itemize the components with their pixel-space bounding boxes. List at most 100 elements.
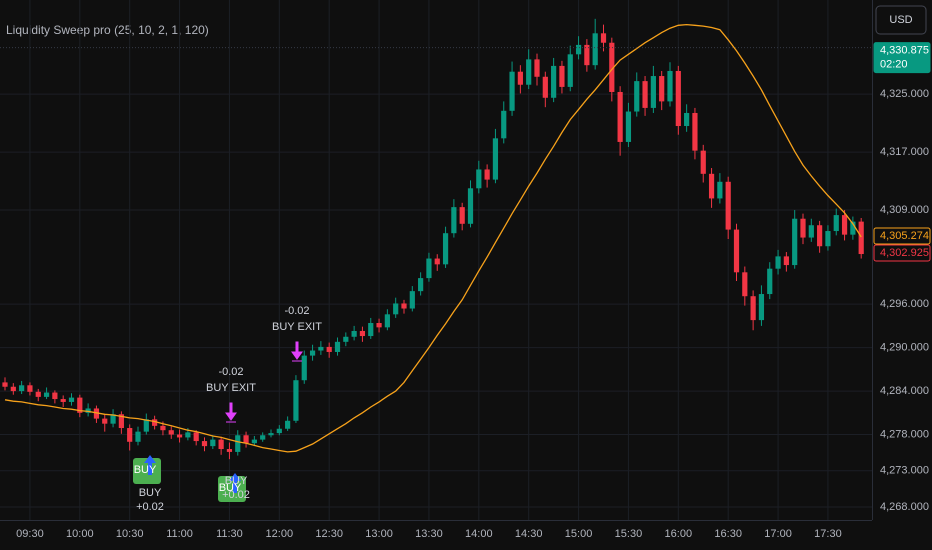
exit-qty: -0.02 (284, 305, 309, 317)
candle-body (800, 218, 806, 238)
x-tick-label: 13:30 (415, 528, 443, 540)
y-tick-label: 4,278.000 (880, 428, 929, 440)
candle-body (825, 231, 831, 247)
candle-body (27, 385, 33, 392)
candle-body (10, 386, 16, 392)
candle-body (185, 432, 191, 438)
candle-body (542, 76, 548, 98)
price-label-box (873, 227, 931, 245)
candle-body (401, 303, 407, 309)
candle-body (758, 294, 765, 321)
x-tick-label: 10:00 (66, 528, 94, 540)
entry-box (218, 476, 246, 502)
candle-body (418, 278, 424, 292)
candle-body (634, 81, 640, 112)
exit-text: BUY EXIT (272, 321, 322, 333)
candle-body (426, 258, 432, 279)
candle-body (368, 323, 374, 337)
candle-body (43, 392, 50, 397)
x-tick-label: 15:30 (615, 528, 643, 540)
candle-body (285, 420, 291, 429)
candle-body (600, 33, 607, 43)
entry-arrow (144, 455, 156, 475)
candle-body (609, 42, 615, 92)
y-tick-label: 4,309.000 (880, 204, 929, 216)
candle-body (850, 221, 856, 235)
candle-body (68, 397, 75, 402)
candle-body (176, 434, 183, 438)
candle-body (451, 207, 457, 234)
y-tick-label: 4,325.000 (880, 88, 929, 100)
candle-body (77, 397, 83, 413)
candle-body (93, 408, 100, 419)
candle-body (85, 408, 91, 413)
candle-body (376, 323, 382, 328)
candle-body (808, 225, 814, 238)
candle-body (675, 70, 681, 127)
candle-body (276, 428, 282, 434)
exit-arrow (225, 402, 237, 423)
y-tick-label: 4,268.000 (880, 501, 929, 513)
candle-body (442, 233, 449, 265)
candle-body (501, 110, 507, 139)
candle-body (393, 303, 399, 315)
x-tick-label: 14:30 (515, 528, 543, 540)
x-tick-label: 16:00 (665, 528, 693, 540)
x-tick-label: 13:00 (365, 528, 393, 540)
candle-body (19, 385, 25, 392)
x-tick-label: 11:30 (216, 528, 243, 540)
candle-body (268, 433, 274, 436)
y-tick-label: 4,273.000 (880, 465, 929, 477)
candle-body (218, 439, 224, 450)
candle-body (476, 169, 482, 189)
candle-body (102, 418, 108, 424)
entry-tag: BUY (134, 464, 157, 476)
y-tick-label: 4,317.000 (880, 146, 929, 158)
x-tick-label: 16:30 (714, 528, 742, 540)
price-label-box (873, 244, 931, 262)
currency-button[interactable] (875, 5, 927, 35)
candle-body (833, 215, 839, 232)
candle-body (160, 425, 166, 431)
candle-body (434, 258, 440, 265)
x-tick-label: 12:00 (266, 528, 294, 540)
candle-body (384, 314, 390, 328)
candle-body (708, 173, 715, 199)
candle-body (210, 439, 216, 447)
candle-body (750, 296, 756, 321)
candle-body (326, 346, 332, 352)
entry-qty: +0.02 (136, 501, 164, 513)
exit-qty: -0.02 (218, 366, 243, 378)
candle-body (692, 112, 698, 151)
candle-body (168, 430, 174, 435)
candle-body (534, 59, 540, 77)
candle-body (467, 188, 474, 224)
candle-body (459, 207, 465, 224)
price-label: 4,330.875 (880, 45, 929, 57)
candle-body (52, 392, 58, 400)
candle-body (841, 215, 848, 235)
y-tick-label: 4,284.000 (880, 385, 929, 397)
candle-body (792, 218, 798, 266)
candle-body (725, 181, 731, 230)
entry-box (133, 458, 161, 484)
candle-body (110, 414, 116, 424)
y-tick-label: 4,290.000 (880, 342, 929, 354)
candle-body (642, 81, 648, 108)
candle-body (700, 150, 706, 174)
candle-body (143, 419, 149, 432)
candle-body (351, 330, 357, 337)
candle-body (733, 229, 740, 273)
candle-body (575, 44, 582, 55)
candle-body (318, 346, 324, 351)
candle-body (309, 350, 316, 356)
candle-body (559, 65, 565, 87)
candle-body (260, 435, 266, 440)
candle-body (492, 138, 499, 180)
candle-body (243, 435, 249, 444)
candle-body (742, 272, 748, 297)
entry-tag: BUY (219, 482, 242, 494)
price-label-box (873, 42, 931, 74)
candle-body (2, 382, 8, 387)
